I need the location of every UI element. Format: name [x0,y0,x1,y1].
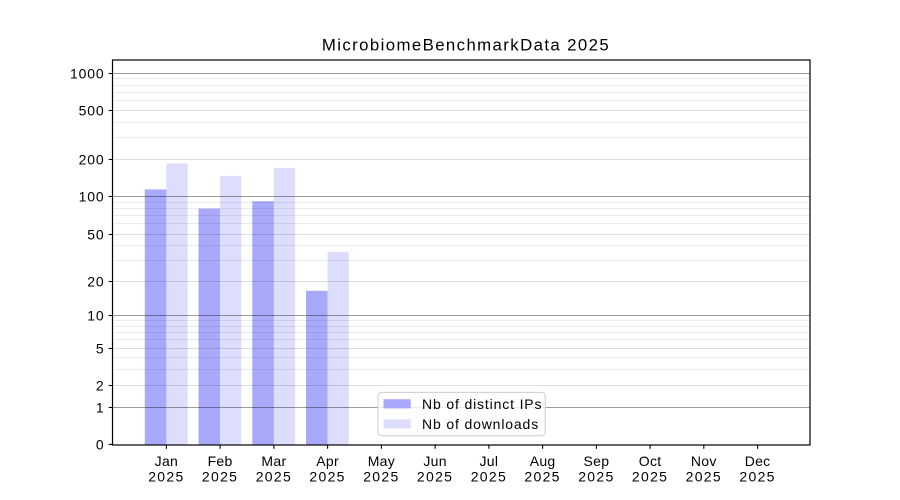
svg-text:20: 20 [87,273,104,289]
svg-text:500: 500 [79,102,105,118]
svg-text:2: 2 [96,377,105,393]
svg-text:200: 200 [79,151,105,167]
svg-text:2025: 2025 [524,469,560,485]
svg-text:Jun: Jun [423,453,446,469]
svg-text:50: 50 [87,226,104,242]
svg-text:Nb of distinct IPs: Nb of distinct IPs [422,396,542,412]
svg-text:1: 1 [96,399,105,415]
svg-text:2025: 2025 [471,469,507,485]
svg-text:2025: 2025 [202,469,238,485]
svg-text:Jan: Jan [155,453,178,469]
svg-text:Sep: Sep [583,453,609,469]
svg-text:Oct: Oct [639,453,662,469]
svg-text:2025: 2025 [632,469,668,485]
svg-text:Apr: Apr [316,453,339,469]
svg-text:100: 100 [79,188,105,204]
svg-text:Feb: Feb [208,453,233,469]
svg-text:2025: 2025 [739,469,775,485]
svg-text:2025: 2025 [578,469,614,485]
svg-text:Nov: Nov [691,453,717,469]
svg-text:2025: 2025 [686,469,722,485]
svg-text:2025: 2025 [148,469,184,485]
svg-text:Dec: Dec [745,453,771,469]
svg-text:Mar: Mar [261,453,286,469]
svg-text:10: 10 [87,307,104,323]
svg-text:2025: 2025 [256,469,292,485]
svg-text:Jul: Jul [480,453,499,469]
svg-text:MicrobiomeBenchmarkData 2025: MicrobiomeBenchmarkData 2025 [322,36,610,55]
svg-text:5: 5 [96,340,105,356]
svg-text:2025: 2025 [417,469,453,485]
svg-text:May: May [368,453,395,469]
svg-text:Aug: Aug [530,453,556,469]
svg-text:2025: 2025 [363,469,399,485]
svg-text:Nb of downloads: Nb of downloads [422,416,539,432]
svg-text:1000: 1000 [70,65,105,81]
svg-text:0: 0 [96,436,105,452]
svg-text:2025: 2025 [309,469,345,485]
